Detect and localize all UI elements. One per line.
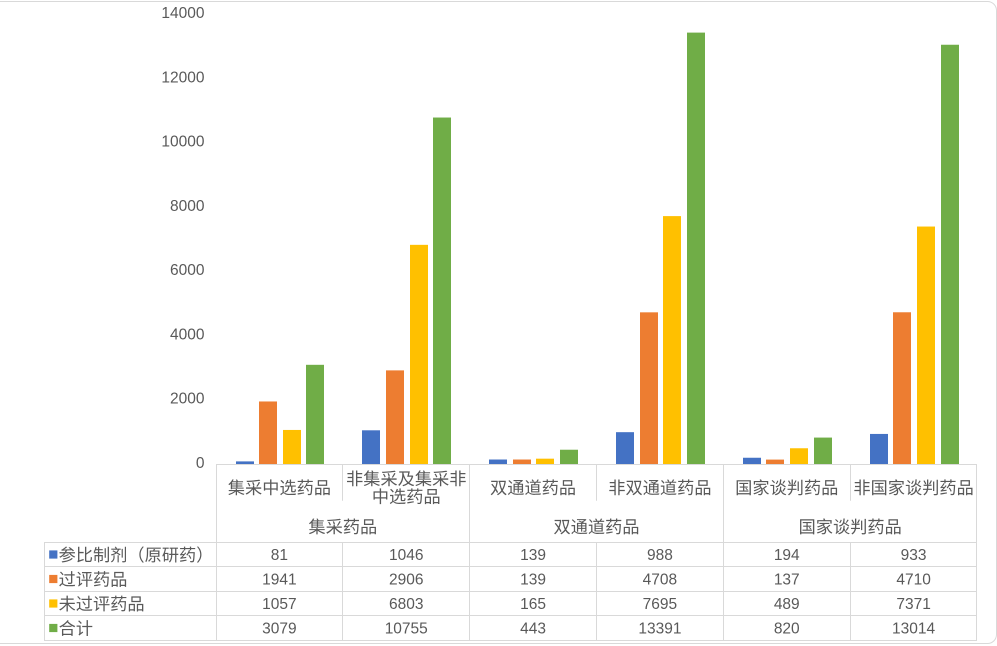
svg-text:988: 988 — [647, 547, 673, 564]
svg-text:10000: 10000 — [161, 134, 204, 151]
svg-text:1941: 1941 — [262, 571, 296, 588]
svg-text:4708: 4708 — [643, 571, 677, 588]
svg-text:7695: 7695 — [643, 596, 677, 613]
svg-text:137: 137 — [774, 571, 800, 588]
svg-text:10755: 10755 — [385, 620, 428, 637]
svg-text:194: 194 — [774, 547, 800, 564]
svg-text:1046: 1046 — [389, 547, 423, 564]
svg-text:139: 139 — [520, 547, 546, 564]
svg-text:139: 139 — [520, 571, 546, 588]
svg-text:933: 933 — [901, 547, 927, 564]
svg-text:3079: 3079 — [262, 620, 296, 637]
svg-text:443: 443 — [520, 620, 546, 637]
svg-text:165: 165 — [520, 596, 546, 613]
svg-text:4710: 4710 — [896, 571, 931, 588]
svg-text:4000: 4000 — [170, 326, 205, 343]
svg-text:489: 489 — [774, 596, 800, 613]
svg-text:0: 0 — [196, 455, 205, 472]
svg-text:820: 820 — [774, 620, 800, 637]
svg-text:13014: 13014 — [892, 620, 935, 637]
svg-text:2000: 2000 — [170, 391, 205, 408]
svg-text:1057: 1057 — [262, 596, 296, 613]
svg-text:8000: 8000 — [170, 198, 205, 215]
svg-text:6803: 6803 — [389, 596, 423, 613]
svg-text:14000: 14000 — [161, 5, 204, 22]
svg-text:6000: 6000 — [170, 262, 205, 279]
svg-text:2906: 2906 — [389, 571, 423, 588]
svg-text:81: 81 — [271, 547, 288, 564]
svg-text:13391: 13391 — [638, 620, 681, 637]
svg-text:7371: 7371 — [896, 596, 930, 613]
svg-text:12000: 12000 — [161, 69, 204, 86]
